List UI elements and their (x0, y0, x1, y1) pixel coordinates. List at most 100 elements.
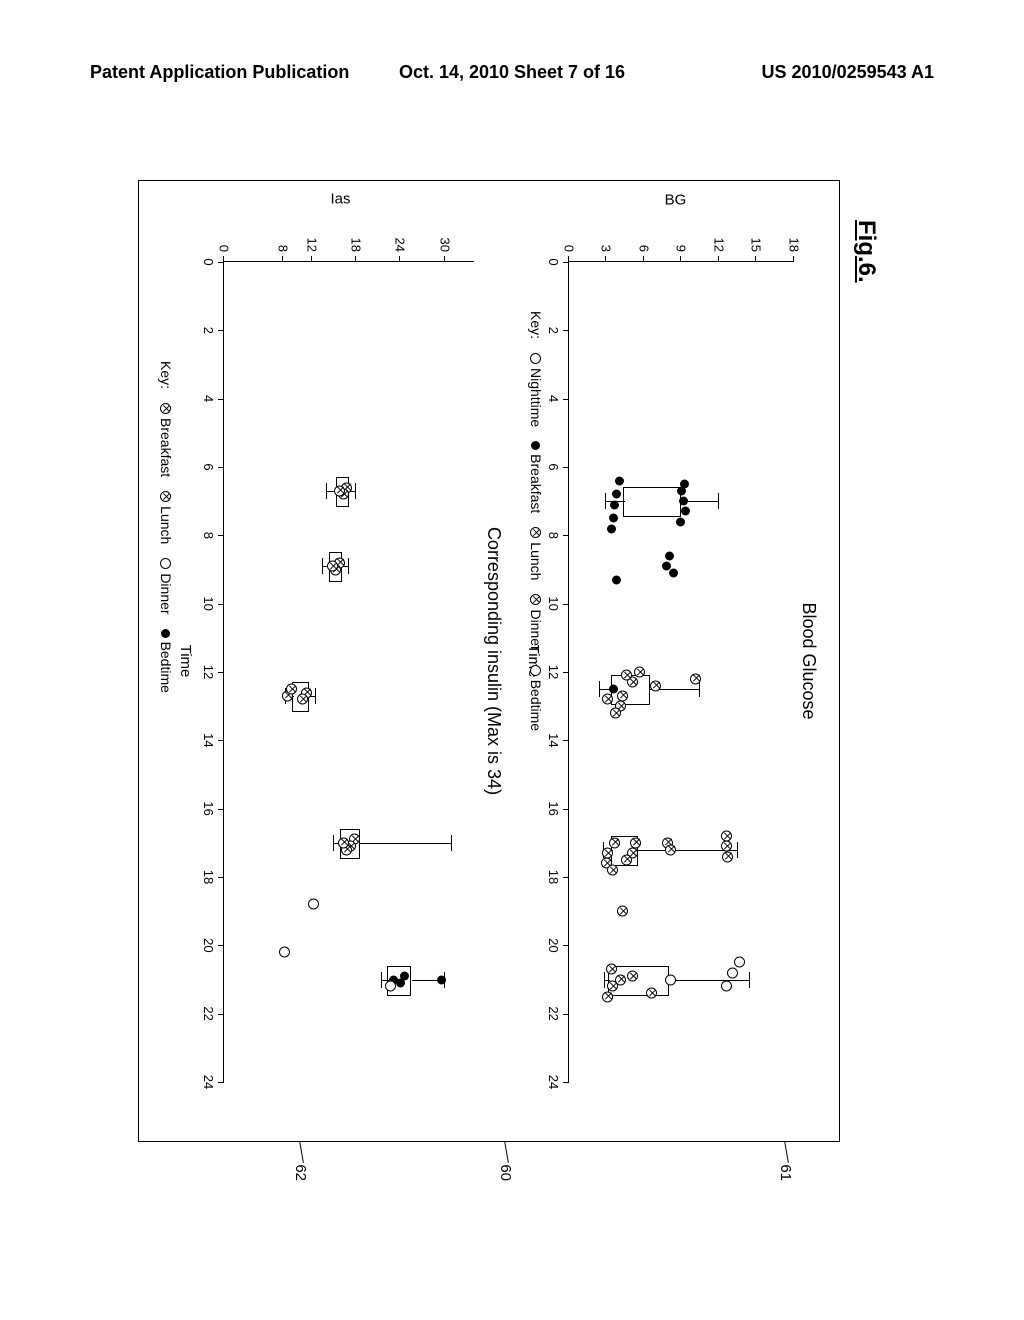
xtick-label: 16 (546, 801, 569, 815)
ytick-label: 24 (393, 238, 408, 262)
xtick-label: 22 (546, 1006, 569, 1020)
ytick-label: 18 (349, 238, 364, 262)
key-item: Bedtime (158, 629, 174, 693)
callout-line (299, 1141, 304, 1163)
key-item: Breakfast (158, 403, 174, 477)
data-point (660, 551, 678, 560)
xtick-label: 0 (546, 258, 569, 265)
figure-container: Fig.6. 61 60 62 Blood Glucose BG 0369121… (30, 290, 990, 1030)
xtick-label: 24 (201, 1075, 224, 1089)
xtick-label: 8 (546, 532, 569, 539)
xtick-label: 6 (201, 463, 224, 470)
xtick-label: 2 (546, 327, 569, 334)
key-label: Key: (528, 311, 544, 339)
xtick-label: 14 (546, 733, 569, 747)
key-item: Lunch (528, 527, 544, 580)
data-point (610, 974, 628, 985)
data-point (322, 561, 340, 572)
callout-line (784, 1141, 789, 1163)
ytick-label: 15 (749, 238, 764, 262)
chart2-ylabel: Ias (330, 191, 350, 208)
data-point (641, 988, 659, 999)
callout-61: 61 (777, 1164, 794, 1181)
data-point (685, 673, 703, 684)
xtick-label: 12 (201, 665, 224, 679)
data-point (676, 507, 694, 516)
data-point (673, 486, 691, 495)
data-point (598, 991, 616, 1002)
ytick-label: 12 (712, 238, 727, 262)
xtick-label: 22 (201, 1006, 224, 1020)
ytick-label: 18 (787, 238, 802, 262)
ytick-label: 9 (674, 245, 689, 262)
data-point (329, 485, 347, 496)
key-label: Key: (158, 361, 174, 389)
header-left: Patent Application Publication (90, 62, 349, 83)
data-point (608, 575, 626, 584)
figure-inner: Fig.6. 61 60 62 Blood Glucose BG 0369121… (140, 180, 880, 1140)
xtick-label: 4 (546, 395, 569, 402)
callout-line (504, 1141, 509, 1163)
header-right: US 2010/0259543 A1 (762, 62, 934, 83)
data-point (603, 865, 621, 876)
xtick-label: 2 (201, 327, 224, 334)
xtick-label: 4 (201, 395, 224, 402)
data-point (333, 837, 351, 848)
data-point (660, 844, 678, 855)
data-point (674, 497, 692, 506)
data-point (671, 517, 689, 526)
key-item: Lunch (158, 491, 174, 544)
xtick-label: 12 (546, 665, 569, 679)
data-point (660, 974, 678, 985)
chart1-ylabel: BG (665, 191, 687, 208)
data-point (604, 514, 622, 523)
xtick-label: 16 (201, 801, 224, 815)
data-point (598, 694, 616, 705)
data-point (718, 851, 736, 862)
data-point (608, 490, 626, 499)
chart1-title: Blood Glucose (798, 602, 819, 719)
xtick-label: 6 (546, 463, 569, 470)
key-item: Nighttime (528, 353, 544, 427)
xtick-label: 18 (546, 870, 569, 884)
xtick-label: 14 (201, 733, 224, 747)
data-point (432, 975, 450, 984)
data-point (613, 906, 631, 917)
callout-60: 60 (497, 1164, 514, 1181)
xtick-label: 20 (201, 938, 224, 952)
page: Patent Application Publication Oct. 14, … (0, 0, 1024, 1320)
xtick-label: 20 (546, 938, 569, 952)
xtick-label: 18 (201, 870, 224, 884)
data-point (603, 524, 621, 533)
chart-box: 61 60 62 Blood Glucose BG 03691215180246… (138, 180, 840, 1142)
ytick-label: 12 (305, 238, 320, 262)
chart2-plot: 0812182430024681012141618202224 (223, 261, 474, 1082)
data-point (303, 899, 321, 910)
data-point (645, 680, 663, 691)
chart2-key: Key: Breakfast Lunch Dinner Bedtime (158, 361, 174, 693)
ytick-label: 8 (275, 245, 290, 262)
data-point (610, 476, 628, 485)
chart2-xlabel: Time (177, 645, 194, 678)
data-point (664, 568, 682, 577)
xtick-label: 10 (201, 596, 224, 610)
data-point (605, 500, 623, 509)
data-point (716, 981, 734, 992)
data-point (605, 708, 623, 719)
data-point (723, 967, 741, 978)
ytick-label: 30 (437, 238, 452, 262)
ytick-label: 6 (637, 245, 652, 262)
xtick-label: 10 (546, 596, 569, 610)
key-item: Dinner (528, 594, 544, 650)
callout-62: 62 (292, 1164, 309, 1181)
data-point (616, 670, 634, 681)
key-item: Dinner (158, 558, 174, 614)
chart2-title: Corresponding insulin (Max is 34) (483, 527, 504, 795)
data-point (281, 684, 299, 695)
xtick-label: 8 (201, 532, 224, 539)
data-point (380, 981, 398, 992)
header-center: Oct. 14, 2010 Sheet 7 of 16 (399, 62, 625, 83)
chart1-plot: 0369121518024681012141618202224 (568, 261, 794, 1082)
xtick-label: 24 (546, 1075, 569, 1089)
figure-label: Fig.6. (852, 220, 880, 283)
